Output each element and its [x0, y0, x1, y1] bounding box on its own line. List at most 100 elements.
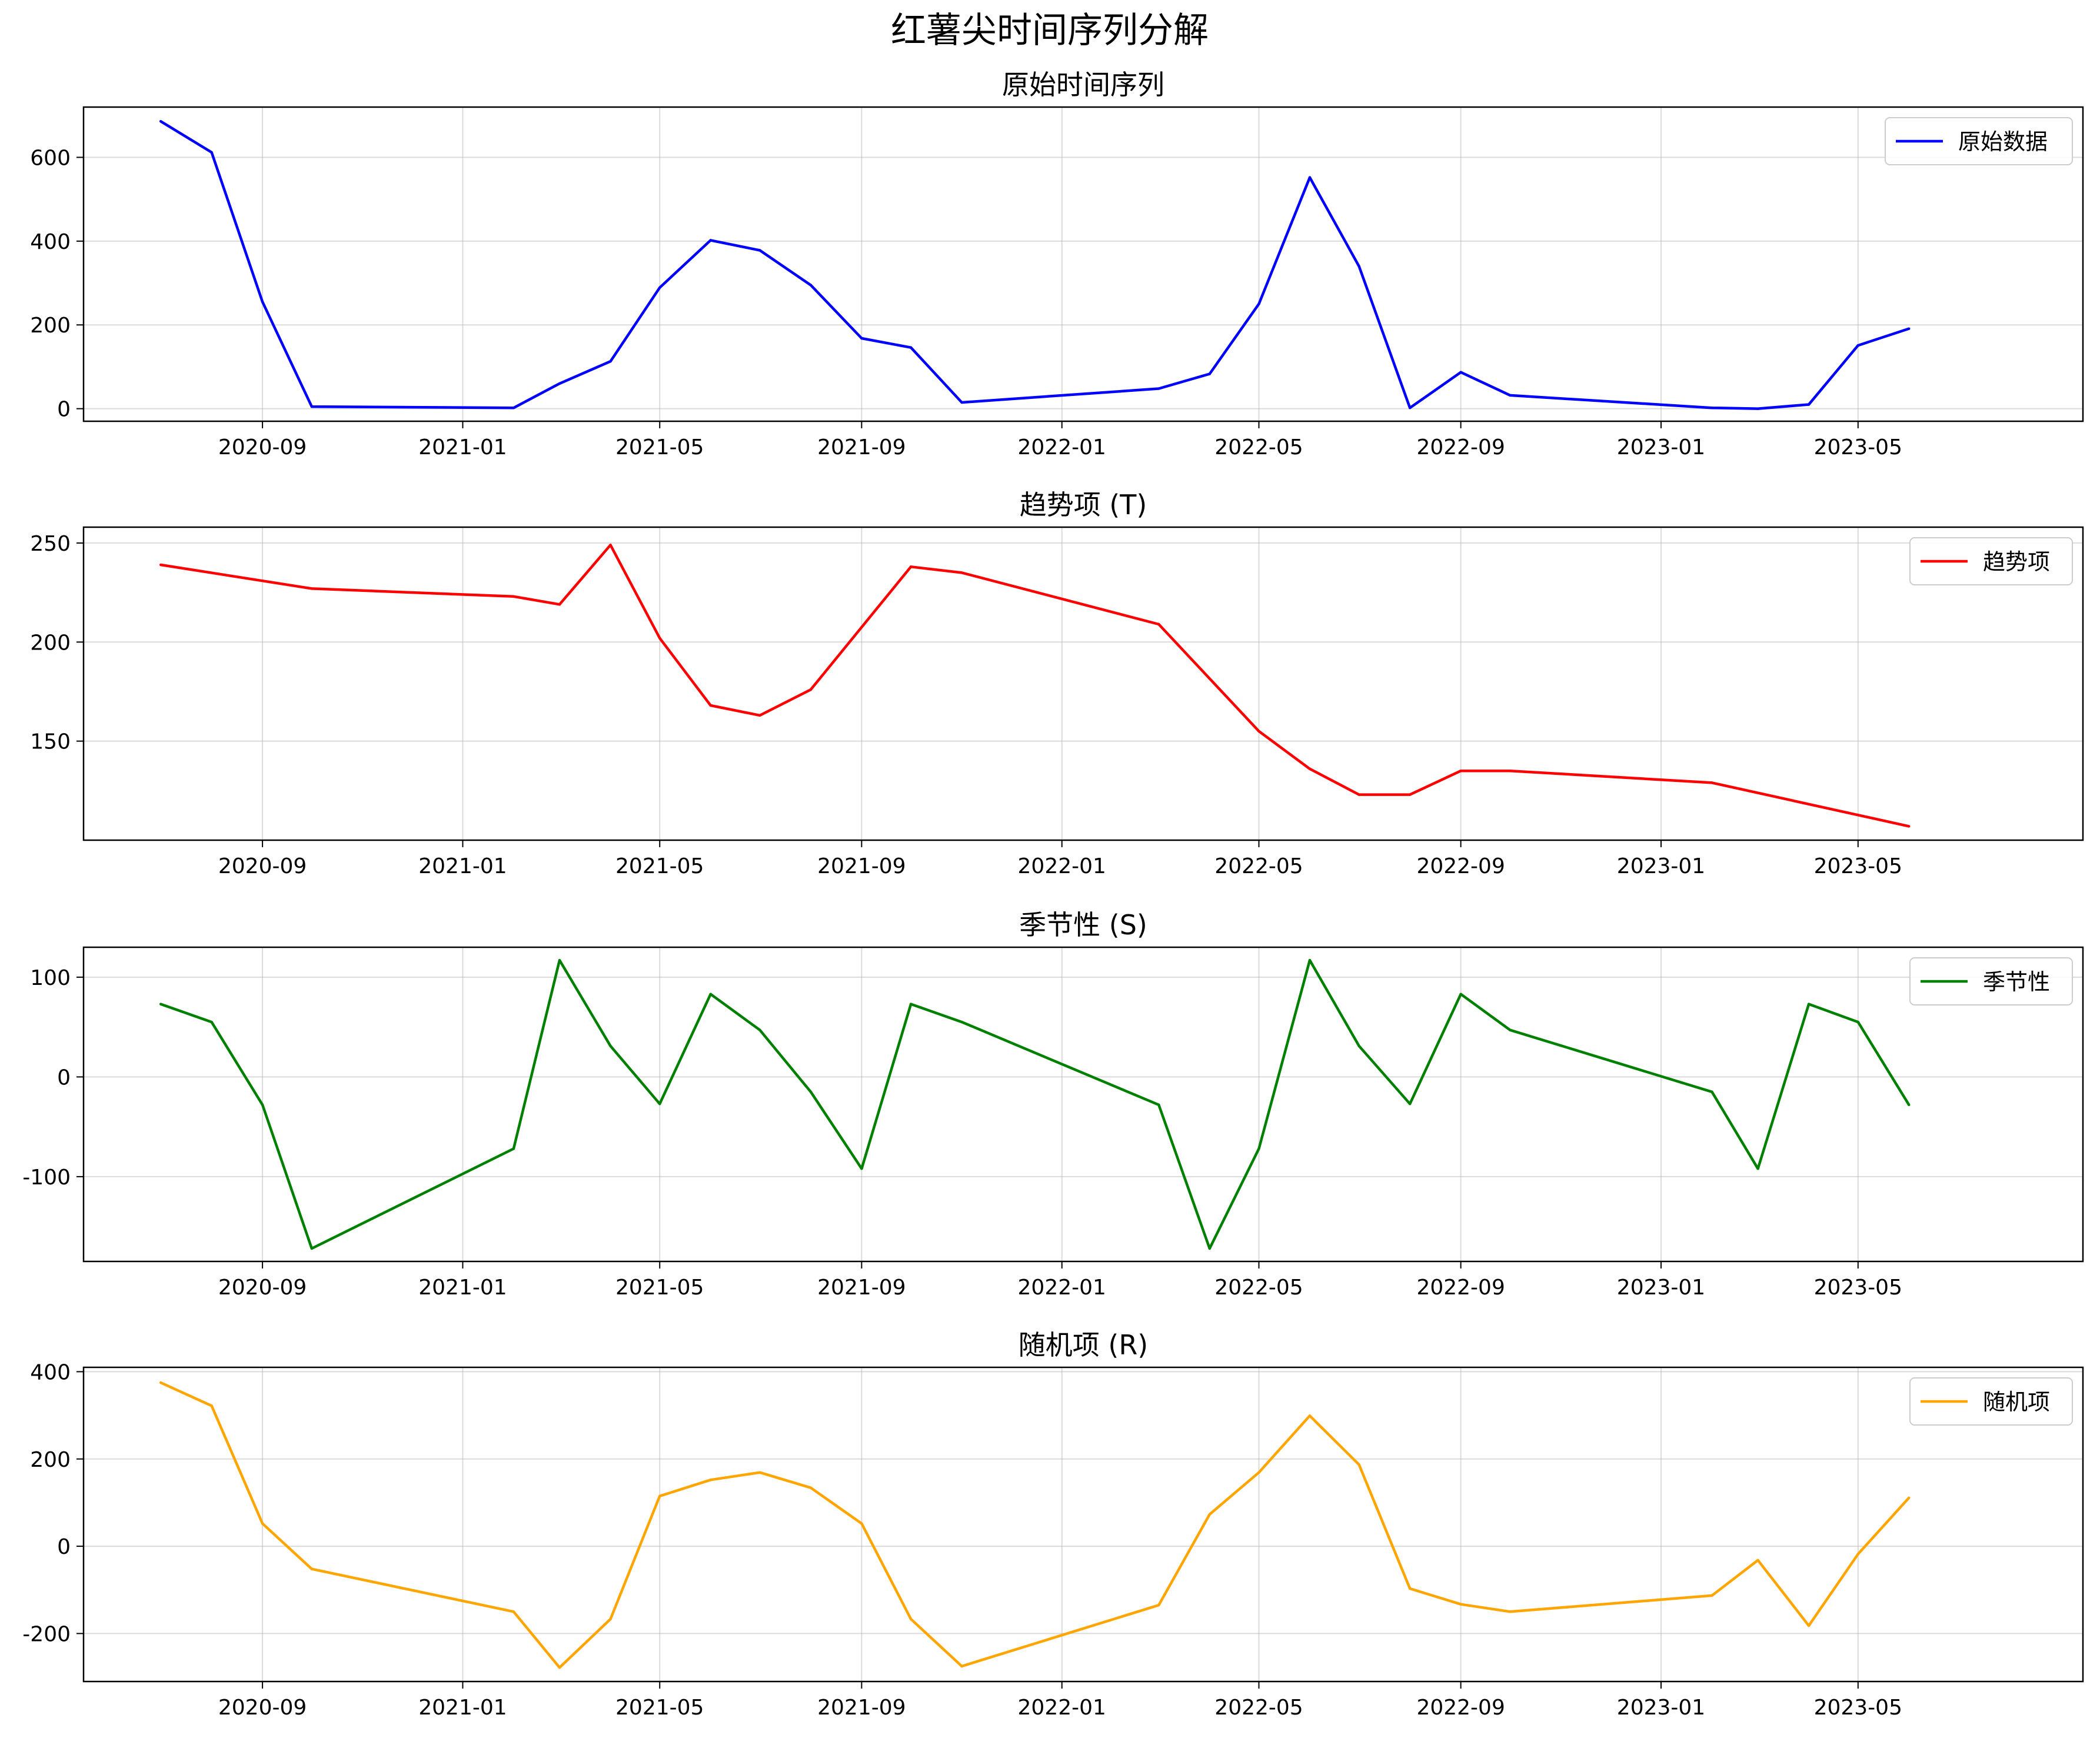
x-tick-label: 2023-05	[1814, 1696, 1902, 1720]
y-tick-label: -100	[22, 1166, 71, 1190]
data-point	[1459, 371, 1462, 374]
legend: 原始数据	[1885, 117, 2073, 165]
y-tick-label: 400	[30, 1360, 71, 1384]
data-point	[609, 359, 612, 363]
data-point	[960, 1020, 963, 1024]
legend: 季节性	[1909, 957, 2073, 1005]
data-point	[758, 249, 761, 252]
subplot-4: 随机项 (R) 2020-09 2021-01 2021-05 2021-09 2022-…	[22, 1329, 2084, 1720]
y-tick-label: 150	[30, 730, 71, 754]
x-tick-label: 2022-01	[1018, 435, 1106, 460]
data-point	[1710, 1594, 1713, 1597]
data-point	[1509, 1028, 1512, 1031]
data-point	[1908, 825, 1911, 828]
data-point	[1308, 958, 1312, 962]
y-tick-label: 200	[30, 1448, 71, 1472]
data-point	[1756, 1167, 1759, 1170]
data-point	[1807, 1003, 1811, 1005]
data-point	[809, 1486, 813, 1489]
data-point	[1908, 327, 1911, 330]
data-point	[1908, 1496, 1911, 1499]
data-point	[1408, 1587, 1412, 1590]
legend-box	[1909, 537, 2073, 585]
data-point	[1357, 265, 1360, 268]
x-tick-label: 2021-05	[615, 1696, 704, 1720]
legend-label: 原始数据	[1958, 129, 2048, 155]
subplot-1: 原始时间序列 2020-09 2021-01 2021-05 2021-09 2022-0…	[30, 69, 2084, 460]
data-point	[1357, 793, 1360, 796]
data-point	[1157, 622, 1160, 626]
data-point	[709, 993, 712, 995]
legend-box	[1909, 1377, 2073, 1426]
data-point	[758, 1028, 761, 1031]
data-point	[558, 1666, 561, 1669]
data-point	[512, 595, 515, 598]
data-point	[1408, 407, 1412, 409]
x-tick-label: 2021-05	[615, 435, 704, 460]
data-point	[1459, 1603, 1462, 1606]
plot-frame	[82, 106, 2084, 422]
figure-title: 红薯尖时间序列分解	[891, 10, 1209, 51]
data-point	[1308, 176, 1312, 179]
data-point	[658, 637, 661, 640]
x-tick-label: 2022-09	[1416, 854, 1505, 878]
series-line	[160, 1381, 1910, 1669]
data-point	[1257, 1471, 1260, 1474]
data-point	[210, 1404, 213, 1407]
data-point	[1710, 781, 1713, 784]
y-tick-label: 600	[30, 146, 71, 170]
data-point	[310, 1247, 313, 1250]
x-tick-label: 2021-09	[817, 435, 906, 460]
data-point	[159, 563, 162, 567]
legend-box	[1885, 117, 2073, 165]
data-point	[960, 401, 963, 404]
data-point	[1459, 993, 1462, 995]
subplot-2: 趋势项 (T) 2020-09 2021-01 2021-05 2021-09 2022-…	[30, 489, 2084, 878]
legend-label: 随机项	[1983, 1389, 2050, 1415]
x-tick-label: 2023-05	[1814, 435, 1902, 460]
data-point	[609, 1044, 612, 1048]
data-point	[809, 688, 813, 691]
data-point	[909, 565, 913, 568]
x-tick-label: 2023-01	[1617, 1696, 1705, 1720]
legend: 趋势项	[1909, 537, 2073, 585]
data-point	[909, 1003, 913, 1005]
x-tick-label: 2020-09	[218, 1696, 307, 1720]
x-tick-label: 2020-09	[218, 854, 307, 878]
data-point	[512, 1610, 515, 1613]
data-point	[1408, 1102, 1412, 1106]
data-point	[1208, 1513, 1212, 1516]
data-point	[1357, 1463, 1360, 1466]
data-point	[512, 407, 515, 409]
data-point	[1908, 1103, 1911, 1107]
subplot-3: 季节性 (S) 2020-09 2021-01 2021-05 2021-09 2022-…	[22, 909, 2084, 1300]
x-tick-label: 2023-01	[1617, 1276, 1705, 1300]
data-point	[1157, 1604, 1160, 1607]
data-point	[1807, 403, 1811, 406]
data-point	[1710, 407, 1713, 409]
legend-label: 季节性	[1983, 969, 2050, 995]
data-point	[512, 1147, 515, 1150]
x-tick-label: 2022-01	[1018, 1696, 1106, 1720]
data-point	[1208, 1247, 1212, 1250]
data-point	[310, 405, 313, 408]
x-tick-label: 2020-09	[218, 435, 307, 460]
data-point	[558, 603, 561, 606]
data-point	[159, 1381, 162, 1384]
data-point	[1257, 730, 1260, 733]
subplot-title: 趋势项 (T)	[1020, 489, 1147, 521]
data-point	[860, 1522, 863, 1525]
data-point	[1509, 1610, 1512, 1613]
data-point	[1408, 793, 1412, 796]
data-point	[1756, 407, 1759, 410]
series-line	[160, 544, 1909, 828]
data-point	[159, 120, 162, 123]
x-tick-label: 2021-01	[418, 854, 507, 878]
x-tick-label: 2022-09	[1416, 435, 1505, 460]
x-tick-label: 2023-01	[1617, 854, 1705, 878]
data-point	[909, 346, 913, 349]
data-point	[860, 1167, 863, 1170]
subplot-title: 季节性 (S)	[1019, 909, 1147, 941]
subplot-title: 原始时间序列	[1002, 69, 1164, 101]
x-tick-label: 2023-05	[1814, 1276, 1902, 1300]
